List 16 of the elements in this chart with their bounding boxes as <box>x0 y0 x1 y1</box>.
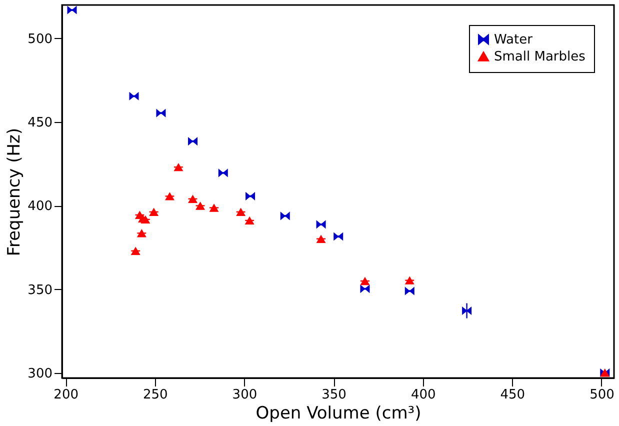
x-tick-label: 300 <box>232 388 258 402</box>
x-tick-label: 250 <box>142 388 168 402</box>
x-tick-label: 350 <box>322 388 346 402</box>
x-axis-title: Open Volume (cm³) <box>256 404 422 424</box>
x-tick-label: 450 <box>500 388 526 402</box>
y-tick-label: 450 <box>28 116 52 131</box>
x-tick-label: 400 <box>410 388 436 402</box>
y-axis-title: Frequency (Hz) <box>4 128 25 256</box>
y-tick-label: 300 <box>28 366 52 382</box>
y-tick-label: 500 <box>28 32 52 47</box>
legend-label: Water <box>494 32 534 48</box>
x-tick-label: 200 <box>54 388 78 402</box>
y-tick-label: 350 <box>28 282 52 298</box>
x-tick-label: 500 <box>590 388 614 402</box>
legend-label: Small Marbles <box>494 50 586 64</box>
y-tick-label: 400 <box>28 199 52 214</box>
